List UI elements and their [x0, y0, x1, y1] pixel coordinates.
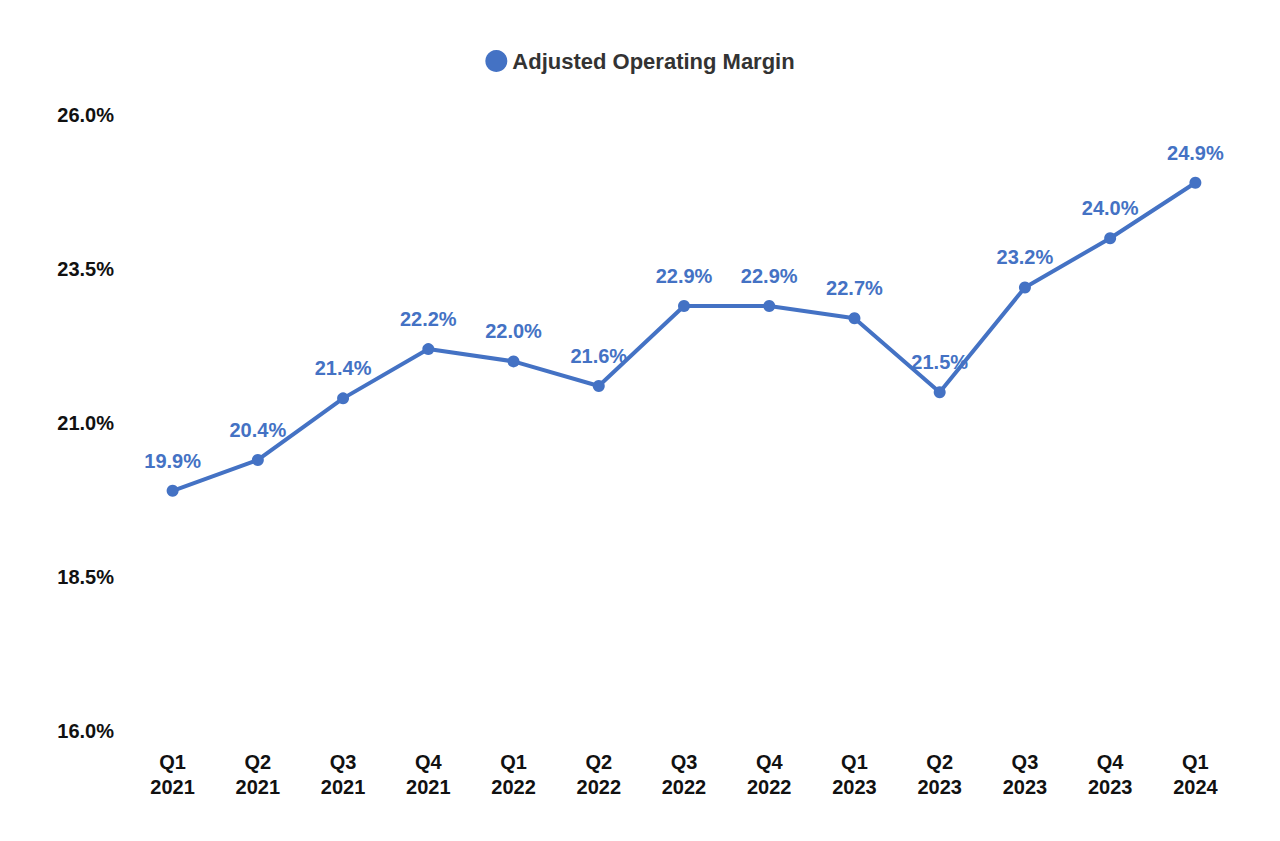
- svg-text:Q1: Q1: [1182, 751, 1209, 773]
- svg-text:Q3: Q3: [1012, 751, 1039, 773]
- svg-text:19.9%: 19.9%: [144, 450, 201, 472]
- svg-text:2023: 2023: [832, 776, 877, 798]
- svg-text:22.0%: 22.0%: [485, 320, 542, 342]
- svg-text:Q4: Q4: [1097, 751, 1125, 773]
- svg-text:22.2%: 22.2%: [400, 308, 457, 330]
- svg-text:2022: 2022: [662, 776, 707, 798]
- svg-text:21.4%: 21.4%: [315, 357, 372, 379]
- svg-text:2022: 2022: [577, 776, 622, 798]
- svg-text:Q4: Q4: [415, 751, 443, 773]
- svg-text:2021: 2021: [321, 776, 366, 798]
- svg-text:2023: 2023: [917, 776, 962, 798]
- svg-text:Q2: Q2: [245, 751, 272, 773]
- svg-text:18.5%: 18.5%: [57, 566, 114, 588]
- svg-text:2022: 2022: [747, 776, 792, 798]
- svg-text:21.6%: 21.6%: [570, 345, 627, 367]
- svg-text:21.0%: 21.0%: [57, 412, 114, 434]
- svg-text:2021: 2021: [150, 776, 195, 798]
- svg-text:21.5%: 21.5%: [911, 351, 968, 373]
- svg-text:20.4%: 20.4%: [229, 419, 286, 441]
- svg-text:Q1: Q1: [500, 751, 527, 773]
- svg-text:24.9%: 24.9%: [1167, 142, 1224, 164]
- svg-text:22.7%: 22.7%: [826, 277, 883, 299]
- svg-text:Q3: Q3: [330, 751, 357, 773]
- svg-text:23.5%: 23.5%: [57, 258, 114, 280]
- svg-text:2023: 2023: [1003, 776, 1048, 798]
- svg-text:2021: 2021: [406, 776, 451, 798]
- svg-text:Q1: Q1: [841, 751, 868, 773]
- svg-text:16.0%: 16.0%: [57, 720, 114, 742]
- svg-text:22.9%: 22.9%: [656, 265, 713, 287]
- svg-text:Q4: Q4: [756, 751, 784, 773]
- svg-text:Q2: Q2: [585, 751, 612, 773]
- svg-text:2021: 2021: [236, 776, 281, 798]
- svg-text:22.9%: 22.9%: [741, 265, 798, 287]
- svg-text:2022: 2022: [491, 776, 536, 798]
- svg-text:Adjusted Operating Margin: Adjusted Operating Margin: [512, 49, 794, 74]
- svg-text:23.2%: 23.2%: [997, 246, 1054, 268]
- svg-text:26.0%: 26.0%: [57, 104, 114, 126]
- svg-text:Q1: Q1: [159, 751, 186, 773]
- svg-text:24.0%: 24.0%: [1082, 197, 1139, 219]
- svg-text:Q2: Q2: [926, 751, 953, 773]
- svg-text:2023: 2023: [1088, 776, 1133, 798]
- svg-text:2024: 2024: [1173, 776, 1218, 798]
- svg-text:Q3: Q3: [671, 751, 698, 773]
